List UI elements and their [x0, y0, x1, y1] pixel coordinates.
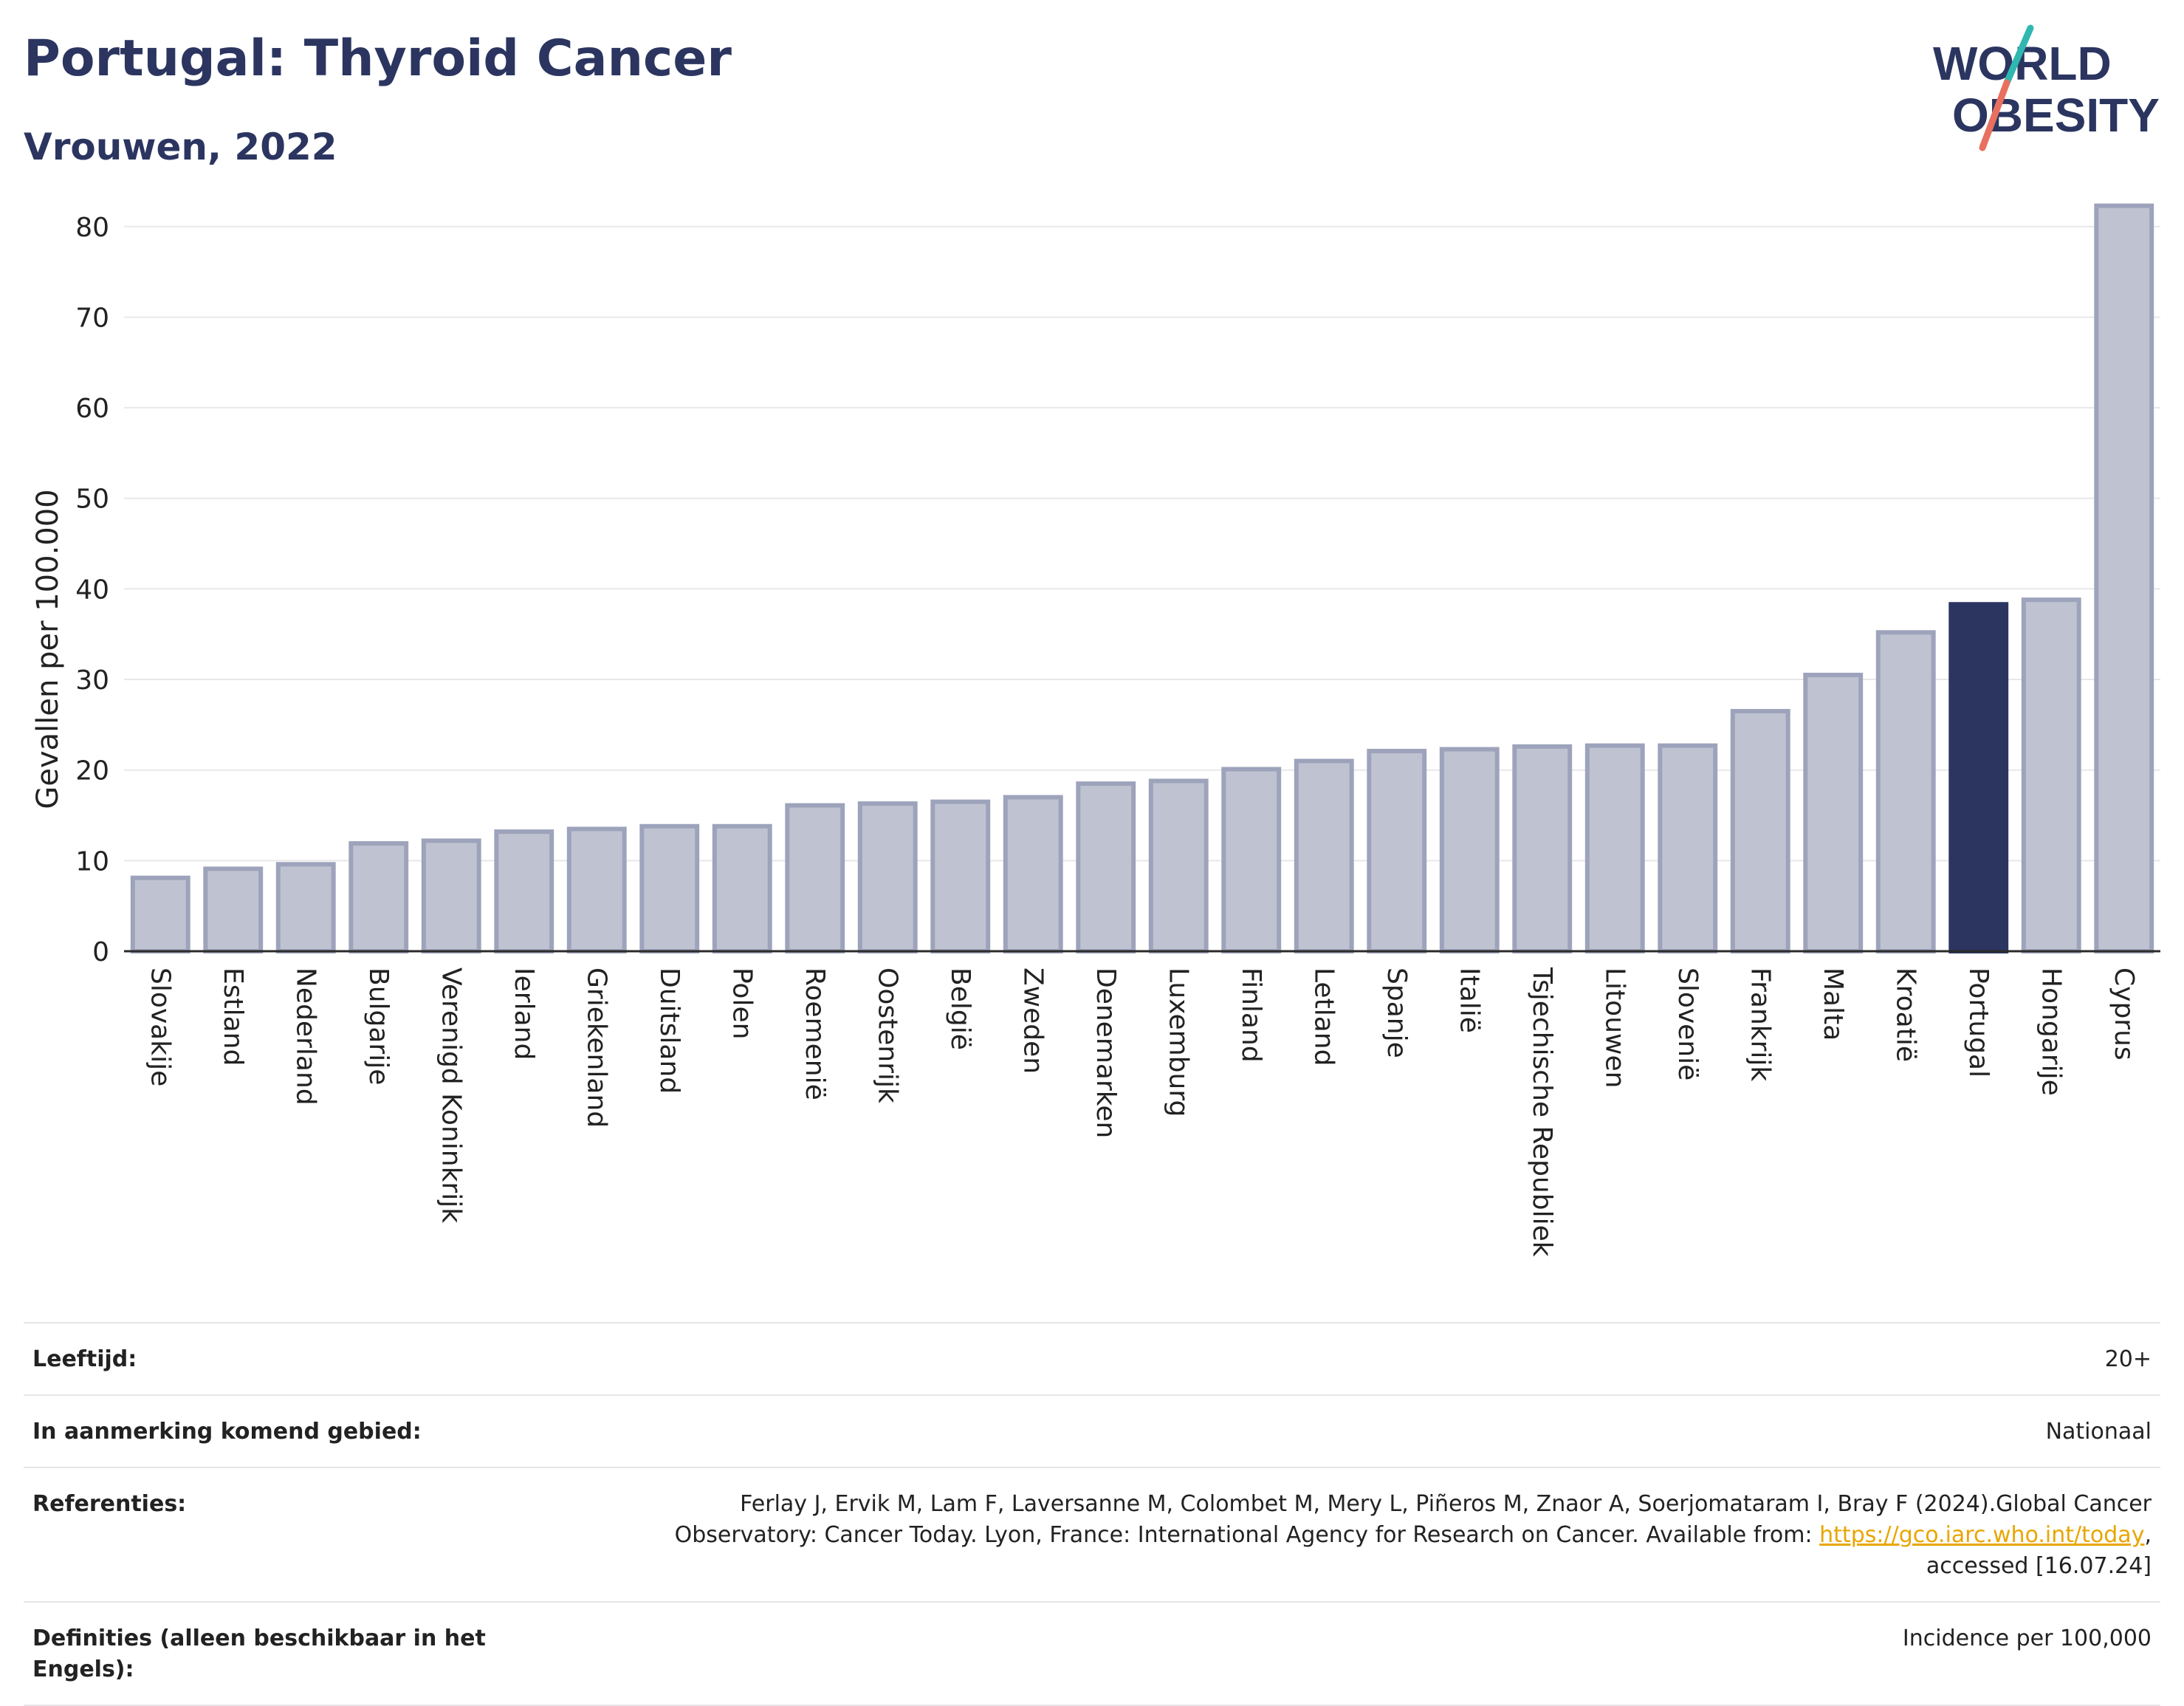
bar-estland[interactable] — [203, 866, 264, 953]
bar-duitsland[interactable] — [639, 823, 700, 954]
bar-denemarken[interactable] — [1076, 781, 1136, 953]
references-label: Referenties: — [32, 1491, 187, 1517]
bar-kroatië[interactable] — [1875, 630, 1936, 954]
bar-cyprus[interactable] — [2094, 203, 2154, 953]
info-row-definitions: Definities (alleen beschikbaar in het En… — [24, 1601, 2160, 1706]
bars — [130, 203, 2154, 954]
x-axis-labels: Slovakije Estland Nederland Bulgarije Vereni… — [145, 967, 2139, 1257]
x-tick-label: Zweden — [1017, 967, 1048, 1074]
area-value: Nationaal — [2045, 1419, 2152, 1445]
x-tick-label: Duitsland — [654, 967, 684, 1094]
x-tick-label: Slovakije — [145, 967, 175, 1086]
y-tick-label: 80 — [75, 213, 109, 243]
bar-slovenië[interactable] — [1658, 743, 1718, 953]
x-tick-label: Verenigd Koninkrijk — [436, 967, 466, 1223]
x-tick-label: Griekenland — [581, 967, 611, 1128]
age-label: Leeftijd: — [32, 1346, 137, 1372]
x-tick-label: Bulgarije — [363, 967, 394, 1085]
x-tick-label: Finland — [1236, 967, 1266, 1063]
bar-litouwen[interactable] — [1584, 743, 1645, 953]
x-tick-label: Frankrijk — [1745, 967, 1775, 1081]
bar-letland[interactable] — [1294, 758, 1354, 953]
y-axis-label: Gevallen per 100.000 — [31, 489, 65, 809]
logo-text-obesity: OBESITY — [1952, 89, 2160, 142]
bar-finland[interactable] — [1221, 767, 1282, 953]
x-tick-label: Spanje — [1381, 967, 1412, 1058]
bar-polen[interactable] — [712, 823, 772, 954]
chart-title: Portugal: Thyroid Cancer — [24, 30, 732, 88]
bar-oostenrijk[interactable] — [857, 801, 918, 954]
bar-slovakije[interactable] — [130, 875, 190, 953]
area-label: In aanmerking komend gebied: — [32, 1419, 422, 1445]
x-tick-label: Roemenië — [800, 967, 830, 1100]
x-tick-label: Malta — [1818, 967, 1848, 1041]
y-tick-label: 40 — [75, 575, 109, 605]
references-text: Ferlay J, Ervik M, Lam F, Laversanne M, … — [674, 1491, 2152, 1548]
x-tick-label: Slovenië — [1672, 967, 1703, 1080]
references-accessed: , accessed [16.07.24] — [1926, 1522, 2152, 1579]
bar-chart: 0 10 20 30 40 50 60 70 80 Slovakije Estland Nederl… — [31, 203, 2160, 1257]
bar-spanje[interactable] — [1367, 748, 1427, 953]
info-row-age: Leeftijd: 20+ — [24, 1322, 2160, 1394]
logo-slash-teal — [2003, 24, 2034, 86]
x-tick-label: Cyprus — [2109, 967, 2139, 1061]
references-value: Ferlay J, Ervik M, Lam F, Laversanne M, … — [601, 1489, 2152, 1582]
bar-griekenland[interactable] — [566, 826, 627, 953]
y-tick-label: 0 — [92, 937, 109, 967]
x-tick-label: Letland — [1308, 967, 1339, 1066]
age-value: 20+ — [2104, 1346, 2152, 1372]
bar-verenigd-koninkrijk[interactable] — [421, 838, 481, 953]
x-tick-label: Oostenrijk — [872, 967, 902, 1103]
x-tick-label: Tsjechische Republiek — [1527, 967, 1557, 1257]
x-tick-label: Kroatië — [1890, 967, 1920, 1062]
x-tick-label: Ierland — [509, 967, 539, 1060]
bar-luxemburg[interactable] — [1148, 778, 1209, 953]
world-obesity-logo: WORLD OBESITY — [1933, 24, 2160, 151]
bar-nederland[interactable] — [275, 862, 336, 954]
references-link[interactable]: https://gco.iarc.who.int/today — [1819, 1522, 2145, 1548]
y-tick-label: 20 — [75, 756, 109, 787]
info-row-area: In aanmerking komend gebied: Nationaal — [24, 1394, 2160, 1467]
x-tick-label: Hongarije — [2036, 967, 2066, 1096]
logo-slash-red — [1979, 79, 2010, 151]
y-axis-ticks: 0 10 20 30 40 50 60 70 80 — [75, 213, 109, 967]
y-tick-label: 30 — [75, 665, 109, 696]
chart-subtitle: Vrouwen, 2022 — [24, 126, 337, 168]
x-tick-label: Denemarken — [1091, 967, 1121, 1138]
x-tick-label: Polen — [727, 967, 757, 1039]
bar-frankrijk[interactable] — [1730, 708, 1790, 953]
definitions-label: Definities (alleen beschikbaar in het En… — [32, 1626, 486, 1682]
x-tick-label: Estland — [218, 967, 248, 1066]
bar-tsjechische-republiek[interactable] — [1512, 744, 1573, 953]
bar-zweden[interactable] — [1003, 795, 1063, 953]
info-table: Leeftijd: 20+ In aanmerking komend gebie… — [24, 1322, 2160, 1706]
x-tick-label: Luxemburg — [1163, 967, 1193, 1117]
y-tick-label: 70 — [75, 303, 109, 333]
y-tick-label: 10 — [75, 846, 109, 877]
bar-ierland[interactable] — [494, 829, 554, 953]
y-tick-label: 50 — [75, 484, 109, 515]
bar-bulgarije[interactable] — [348, 841, 409, 953]
definitions-value: Incidence per 100,000 — [1902, 1626, 2152, 1651]
bar-belgië[interactable] — [930, 799, 991, 954]
bar-hongarije[interactable] — [2021, 597, 2081, 953]
info-row-references: Referenties: Ferlay J, Ervik M, Lam F, L… — [24, 1467, 2160, 1601]
x-tick-label: Nederland — [290, 967, 320, 1106]
bar-roemenië[interactable] — [785, 803, 845, 953]
x-tick-label: Litouwen — [1599, 967, 1630, 1088]
x-tick-label: Italië — [1454, 967, 1484, 1033]
x-tick-label: Portugal — [1963, 967, 1994, 1078]
x-tick-label: België — [945, 967, 975, 1050]
bar-malta[interactable] — [1803, 672, 1864, 953]
bar-italië[interactable] — [1439, 747, 1500, 953]
y-tick-label: 60 — [75, 394, 109, 424]
bar-portugal[interactable] — [1948, 602, 2009, 953]
